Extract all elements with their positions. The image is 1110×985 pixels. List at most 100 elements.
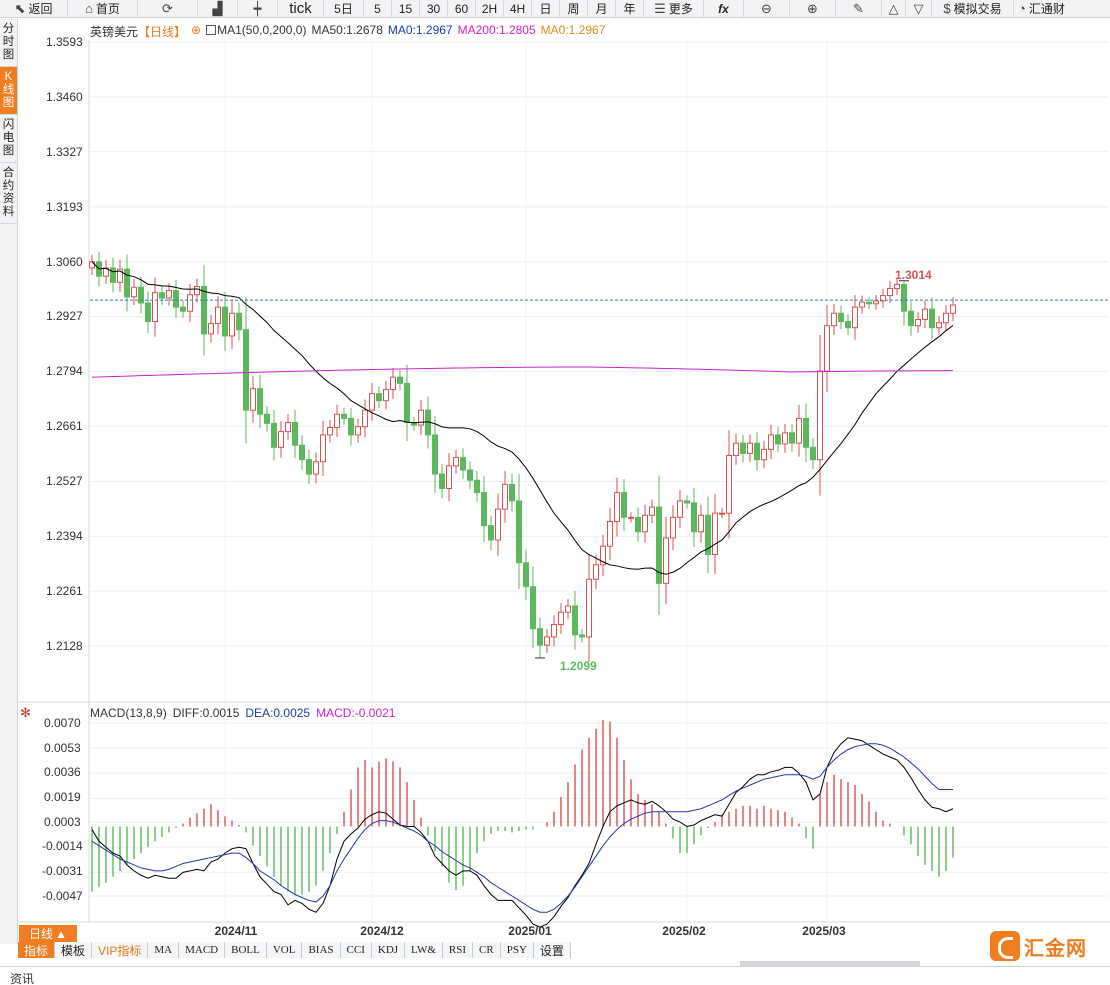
period-week-button[interactable]: 周	[560, 0, 588, 17]
horizontal-scrollbar[interactable]	[740, 961, 920, 967]
candle-up	[936, 322, 942, 329]
indicator-boll-button[interactable]: BOLL	[225, 942, 267, 958]
candle-up	[852, 306, 858, 329]
period-4h-button[interactable]: 4H	[504, 0, 532, 17]
zoom-in-button[interactable]: ⊕	[790, 0, 836, 17]
candle-type-button[interactable]: ┿	[238, 0, 278, 17]
triangle-up-icon: △	[888, 1, 899, 16]
draw-button[interactable]: ✎	[836, 0, 882, 17]
period-dropdown[interactable]: 日线 ▲	[19, 925, 77, 942]
candle-down	[257, 388, 263, 415]
logo-icon	[990, 931, 1020, 961]
date-tick-label: 2024/12	[360, 924, 404, 938]
candle-up	[607, 520, 613, 547]
zoom-out-button[interactable]: ⊖	[744, 0, 790, 17]
candle-up	[551, 624, 557, 638]
more-button[interactable]: ☰ 更多	[644, 0, 704, 17]
indicator-rsi-button[interactable]: RSI	[442, 942, 474, 958]
settings-plus-icon[interactable]: ⊕	[191, 23, 202, 37]
back-button[interactable]: ⬉ 返回	[0, 0, 68, 17]
period-2h-button[interactable]: 2H	[476, 0, 504, 17]
candle-down	[264, 413, 270, 424]
candle-up	[362, 409, 368, 428]
side-tab-timeshare[interactable]: 分时图	[0, 19, 17, 67]
home-button[interactable]: ⌂ 首页	[68, 0, 138, 17]
side-tabs: 分时图 K线图 闪电图 合约资料	[0, 19, 18, 944]
period-month-button[interactable]: 月	[588, 0, 616, 17]
side-tab-flash[interactable]: 闪电图	[0, 115, 17, 163]
indicator-bias-button[interactable]: BIAS	[302, 942, 341, 958]
period-60-button[interactable]: 60	[448, 0, 476, 17]
candle-up	[796, 417, 802, 444]
pencil-icon: ✎	[853, 1, 864, 16]
candle-up	[558, 611, 564, 626]
candle-down	[579, 634, 585, 638]
indicator-cci-button[interactable]: CCI	[340, 942, 372, 958]
sim-trade-button[interactable]: $ 模拟交易	[932, 0, 1014, 17]
macd-value: MACD:-0.0021	[316, 706, 396, 720]
five-day-button[interactable]: 5日	[324, 0, 364, 17]
ma200-line	[91, 366, 954, 378]
indicator-cr-button[interactable]: CR	[473, 942, 501, 958]
indicator-bar: 指标 模板 VIP指标 MA MACD BOLL VOL BIAS CCI KD…	[18, 942, 571, 958]
ma0-value-b: MA0:1.2967	[540, 23, 606, 37]
price-tick-label: 1.3193	[46, 200, 83, 214]
candlestick-icon: ┿	[253, 1, 262, 16]
candle-down	[901, 283, 907, 312]
candle-up	[670, 516, 676, 539]
period-30-button[interactable]: 30	[420, 0, 448, 17]
formula-button[interactable]: fx	[704, 0, 744, 17]
indicator-kdj-button[interactable]: KDJ	[371, 942, 406, 958]
macd-tick-label: -0.0031	[42, 864, 83, 878]
candle-up	[817, 370, 823, 461]
candle-down	[845, 321, 851, 329]
side-tab-contract-info[interactable]: 合约资料	[0, 163, 17, 224]
chart-type-button[interactable]: ▟	[198, 0, 238, 17]
indicator-tab[interactable]: 指标	[18, 942, 56, 958]
template-tab[interactable]: 模板	[55, 942, 93, 958]
candle-up	[922, 308, 928, 320]
price-tick-label: 1.3327	[46, 145, 83, 159]
indicator-ma-button[interactable]: MA	[148, 942, 180, 958]
indicator-psy-button[interactable]: PSY	[500, 942, 534, 958]
period-year-button[interactable]: 年	[616, 0, 644, 17]
settings-button[interactable]: 设置	[533, 942, 571, 958]
news-tab[interactable]: 资讯	[10, 972, 35, 985]
candle-up	[334, 413, 340, 428]
period-day-button[interactable]: 日	[532, 0, 560, 17]
period-5-button[interactable]: 5	[364, 0, 392, 17]
triangle-down-icon: ▽	[913, 1, 924, 16]
candle-down	[460, 457, 466, 471]
candle-down	[306, 459, 312, 475]
menu-icon: ☰	[654, 1, 666, 16]
tick-button[interactable]: tick	[278, 0, 324, 17]
candle-down	[376, 393, 382, 402]
candle-up	[446, 465, 452, 490]
macd-settings-icon[interactable]: ✻	[20, 705, 31, 720]
vip-indicator-tab[interactable]: VIP指标	[92, 942, 149, 958]
side-tab-kline[interactable]: K线图	[0, 67, 17, 115]
triangle-down-button[interactable]: ▽	[906, 0, 932, 17]
brand-button[interactable]: ◔ 汇通财	[1018, 1, 1065, 16]
candle-up	[943, 312, 949, 324]
candle-up	[565, 605, 571, 613]
candle-up	[355, 426, 361, 436]
candle-up	[649, 506, 655, 516]
triangle-up-button[interactable]: △	[882, 0, 906, 17]
candle-up	[586, 578, 592, 638]
candle-up	[887, 288, 893, 297]
candle-down	[138, 286, 144, 304]
period-15-button[interactable]: 15	[392, 0, 420, 17]
candle-up	[278, 431, 284, 448]
candle-up	[593, 564, 599, 580]
candle-down	[222, 306, 228, 337]
zoom-in-icon: ⊕	[807, 1, 818, 16]
indicator-vol-button[interactable]: VOL	[266, 942, 303, 958]
indicator-lw-button[interactable]: LW&	[405, 942, 443, 958]
indicator-icon[interactable]	[206, 25, 217, 35]
price-chart[interactable]	[0, 0, 1110, 960]
indicator-macd-button[interactable]: MACD	[179, 942, 226, 958]
candle-down	[145, 302, 151, 323]
candle-down	[299, 444, 305, 461]
refresh-button[interactable]: ⟳	[138, 0, 198, 17]
